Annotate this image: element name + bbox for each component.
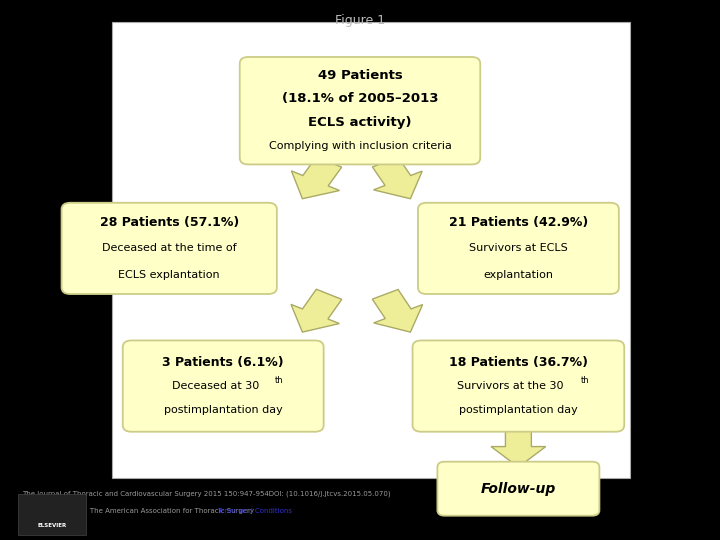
Text: The Journal of Thoracic and Cardiovascular Surgery 2015 150:947-954DOI: (10.1016: The Journal of Thoracic and Cardiovascul…: [22, 490, 390, 497]
Text: Copyright © 2015  The American Association for Thoracic Surgery: Copyright © 2015 The American Associatio…: [22, 508, 256, 514]
Text: (18.1% of 2005–2013: (18.1% of 2005–2013: [282, 92, 438, 105]
Text: Deceased at 30: Deceased at 30: [172, 381, 260, 391]
Text: ECLS explantation: ECLS explantation: [118, 269, 220, 280]
FancyBboxPatch shape: [418, 202, 619, 294]
Polygon shape: [491, 425, 546, 467]
Text: Follow-up: Follow-up: [481, 482, 556, 496]
Text: Deceased at the time of: Deceased at the time of: [102, 244, 236, 253]
FancyBboxPatch shape: [61, 202, 277, 294]
FancyBboxPatch shape: [413, 341, 624, 432]
FancyBboxPatch shape: [18, 494, 86, 535]
Polygon shape: [291, 289, 342, 332]
Text: 28 Patients (57.1%): 28 Patients (57.1%): [99, 216, 239, 229]
Text: postimplantation day: postimplantation day: [164, 404, 282, 415]
Text: 18 Patients (36.7%): 18 Patients (36.7%): [449, 356, 588, 369]
Text: th: th: [275, 376, 284, 385]
Text: Terms and Conditions: Terms and Conditions: [217, 508, 292, 514]
Text: 49 Patients: 49 Patients: [318, 69, 402, 82]
FancyBboxPatch shape: [112, 22, 630, 478]
FancyBboxPatch shape: [438, 462, 599, 516]
Text: 21 Patients (42.9%): 21 Patients (42.9%): [449, 216, 588, 229]
Polygon shape: [372, 289, 423, 332]
Text: ECLS activity): ECLS activity): [308, 116, 412, 129]
Text: 3 Patients (6.1%): 3 Patients (6.1%): [163, 356, 284, 369]
Text: Complying with inclusion criteria: Complying with inclusion criteria: [269, 141, 451, 151]
Text: th: th: [581, 376, 590, 385]
FancyBboxPatch shape: [122, 341, 324, 432]
Polygon shape: [372, 157, 422, 199]
Text: explantation: explantation: [483, 269, 554, 280]
Text: postimplantation day: postimplantation day: [459, 404, 577, 415]
Text: Survivors at the 30: Survivors at the 30: [456, 381, 563, 391]
Text: Figure 1: Figure 1: [335, 14, 385, 27]
Polygon shape: [292, 157, 342, 199]
Text: ELSEVIER: ELSEVIER: [38, 523, 67, 528]
FancyBboxPatch shape: [240, 57, 480, 164]
Text: Survivors at ECLS: Survivors at ECLS: [469, 244, 568, 253]
